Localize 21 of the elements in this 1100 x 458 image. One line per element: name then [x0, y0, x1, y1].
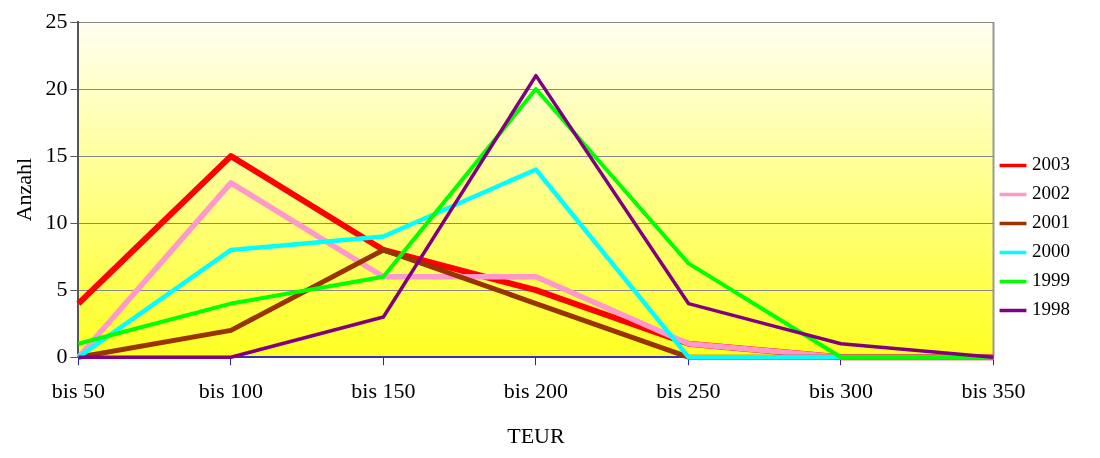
x-tick-label: bis 300 [808, 378, 874, 404]
y-axis-title: Anzahl [10, 157, 36, 222]
x-tick-label: bis 200 [503, 378, 569, 404]
y-tick-label: 5 [56, 275, 68, 301]
legend-label: 1999 [1032, 269, 1070, 291]
legend-label: 2001 [1032, 211, 1070, 233]
y-tick-label: 15 [45, 141, 68, 167]
legend-label: 2002 [1032, 182, 1070, 204]
y-tick-label: 0 [56, 342, 68, 368]
y-tick-label: 25 [45, 7, 68, 33]
x-tick-label: bis 250 [656, 378, 721, 404]
x-tick-label: bis 100 [198, 378, 264, 404]
x-tick-label: bis 350 [961, 378, 1026, 404]
x-tick-label: bis 50 [51, 378, 105, 404]
x-axis-title: TEUR [507, 422, 565, 448]
y-tick-label: 20 [45, 74, 68, 100]
legend-label: 2000 [1032, 240, 1070, 262]
legend-label: 1998 [1032, 298, 1070, 320]
x-tick-label: bis 150 [351, 378, 416, 404]
y-tick-label: 10 [45, 208, 68, 234]
legend-label: 2003 [1032, 153, 1070, 175]
